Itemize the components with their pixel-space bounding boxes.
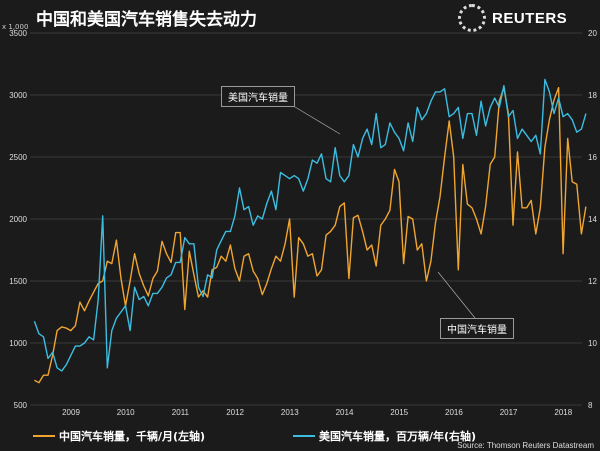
right-tick-label: 18 xyxy=(588,91,597,100)
legend-us: 美国汽车销量，百万辆/年(右轴) xyxy=(293,428,476,444)
x-tick-label: 2013 xyxy=(281,408,299,417)
x-tick-label: 2012 xyxy=(226,408,244,417)
legend-china: 中国汽车销量，千辆/月(左轴) xyxy=(33,428,205,444)
x-tick-label: 2016 xyxy=(445,408,463,417)
x-tick-label: 2010 xyxy=(117,408,135,417)
x-tick-label: 2009 xyxy=(62,408,80,417)
right-tick-label: 10 xyxy=(588,339,597,348)
x-tick-label: 2015 xyxy=(390,408,408,417)
right-tick-label: 16 xyxy=(588,153,597,162)
china-annotation: 中国汽车销量 xyxy=(440,318,514,339)
left-tick-label: 3500 xyxy=(9,29,27,38)
brand-name: REUTERS xyxy=(492,9,568,27)
right-tick-label: 12 xyxy=(588,277,597,286)
chart-title: 中国和美国汽车销售失去动力 xyxy=(36,10,257,30)
left-tick-label: 500 xyxy=(14,401,28,410)
reuters-logo: REUTERS xyxy=(458,4,567,32)
china-annotation-leader xyxy=(437,271,476,319)
left-tick-label: 3000 xyxy=(9,91,27,100)
x-tick-label: 2018 xyxy=(554,408,572,417)
right-tick-label: 14 xyxy=(588,215,597,224)
reuters-dots-icon xyxy=(458,4,486,32)
x-tick-label: 2014 xyxy=(336,408,354,417)
x-tick-label: 2011 xyxy=(172,408,190,417)
right-tick-label: 20 xyxy=(588,29,597,38)
right-tick-label: 8 xyxy=(588,401,593,410)
legend-label-us: 美国汽车销量，百万辆/年(右轴) xyxy=(319,430,477,443)
source-note: Source: Thomson Reuters Datastream xyxy=(457,441,594,450)
china-sales-line xyxy=(34,86,587,384)
x-tick-label: 2017 xyxy=(500,408,518,417)
left-tick-label: 2000 xyxy=(9,215,27,224)
left-axis-unit: x 1,000 xyxy=(2,23,29,31)
left-tick-label: 2500 xyxy=(9,153,27,162)
legend-swatch-china xyxy=(33,435,55,437)
legend-swatch-us xyxy=(293,435,315,437)
left-tick-label: 1500 xyxy=(9,277,27,286)
us-annotation: 美国汽车销量 xyxy=(221,86,295,107)
us-sales-line xyxy=(33,78,587,372)
legend-label-china: 中国汽车销量，千辆/月(左轴) xyxy=(59,430,206,443)
left-tick-label: 1000 xyxy=(9,339,27,348)
